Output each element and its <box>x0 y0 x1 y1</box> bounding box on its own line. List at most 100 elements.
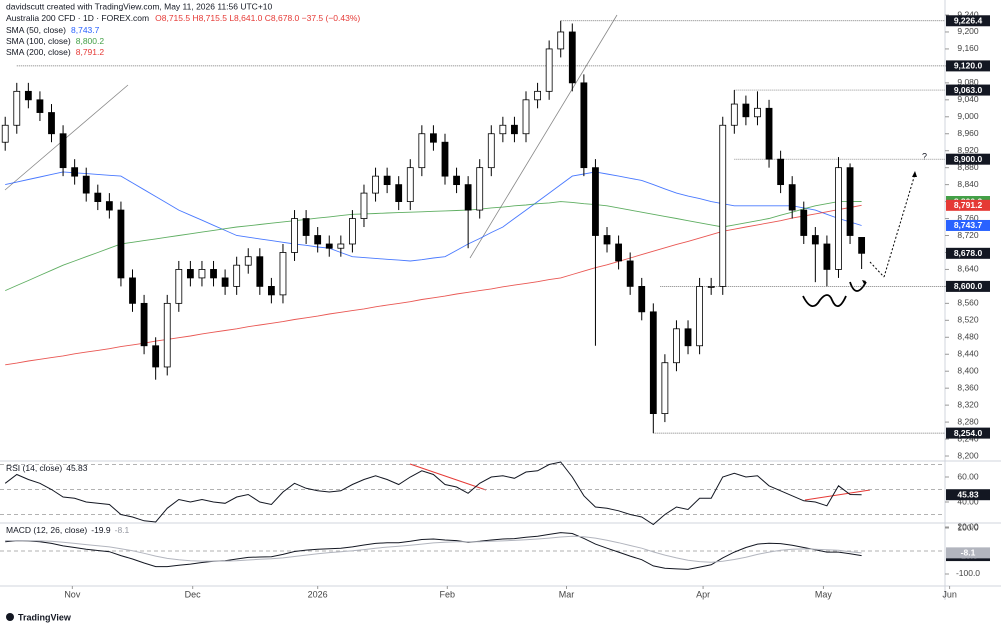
x-tick-label: Apr <box>696 589 710 599</box>
candle-body <box>163 302 171 368</box>
y-tick-label: 8,560 <box>957 298 979 308</box>
candle-body <box>1 124 9 143</box>
candle-body <box>499 124 507 135</box>
indicator-line <box>4 461 862 526</box>
projection <box>869 261 885 278</box>
price-tag <box>946 84 990 96</box>
candle-body <box>441 141 449 177</box>
y-tick-label: 8,760 <box>957 213 979 223</box>
candle-body <box>649 311 657 415</box>
annotation: ? <box>922 151 927 161</box>
candle-body <box>129 277 136 304</box>
y-tick-label: 40.00 <box>957 496 979 506</box>
candle-body <box>615 243 622 262</box>
legend-value: 8,743.7 <box>71 25 100 35</box>
brand: TradingView <box>18 612 72 622</box>
candle-body <box>152 345 160 368</box>
candle-body <box>71 167 79 177</box>
price-tag-label: 45.83 <box>957 489 979 499</box>
candle-body <box>198 269 206 279</box>
candle-body <box>800 209 808 236</box>
price-tag <box>946 247 990 259</box>
candle-body <box>777 158 785 186</box>
candle-body <box>568 31 576 84</box>
candle-body <box>534 90 541 101</box>
y-tick-label: 9,200 <box>957 26 979 36</box>
price-tag-label: 8,600.0 <box>954 281 983 291</box>
candle-body <box>233 264 241 287</box>
candle-body <box>684 328 692 347</box>
price-tag-label: 8,900.0 <box>954 154 983 164</box>
candle-body <box>48 112 55 135</box>
price-tag-label: 9,063.0 <box>954 85 983 95</box>
legend-entry: SMA (50, close) 8,743.7 <box>6 25 100 35</box>
trendline <box>469 14 618 259</box>
indicator-value: 45.83 <box>66 463 88 473</box>
candle-body <box>823 243 831 270</box>
price-tag <box>946 547 990 559</box>
sma-line <box>5 204 862 366</box>
candle-body <box>661 362 669 415</box>
candle-body <box>94 192 102 202</box>
legend-name: SMA (200, close) <box>6 47 71 57</box>
y-tick-label: 60.00 <box>957 471 979 481</box>
pattern-shape <box>802 294 847 307</box>
y-tick-label: 8,360 <box>957 382 979 392</box>
rsi-trendline <box>409 463 487 491</box>
price-tag-label: -8.1 <box>961 548 976 558</box>
candle-body <box>418 133 426 169</box>
trendline <box>4 84 129 191</box>
candle-body <box>256 256 264 287</box>
y-tick-label: 8,280 <box>957 416 979 426</box>
y-tick-label: 9,160 <box>957 43 979 53</box>
candle-body <box>13 90 21 126</box>
indicator-legend: RSI (14, close) 45.83 <box>6 463 88 473</box>
candle-body <box>291 218 298 253</box>
candle-body <box>395 184 403 202</box>
price-tag <box>946 427 990 439</box>
projection <box>883 173 916 278</box>
candle-body <box>314 235 322 245</box>
legend-value: 8,791.2 <box>76 47 105 57</box>
ohlc: O8,715.5 H8,715.5 L8,641.0 C8,678.0 −37.… <box>155 13 360 23</box>
price-tag <box>946 60 990 72</box>
candle-body <box>580 82 588 169</box>
indicator-value: -8.1 <box>115 525 130 535</box>
candle-body <box>811 235 819 245</box>
indicator-title: MACD (12, 26, close) <box>6 525 87 535</box>
candle-body <box>360 192 368 219</box>
candle-body <box>244 256 252 266</box>
candle-body <box>279 252 287 296</box>
price-tag <box>946 153 990 165</box>
price-tag-label: 8,743.7 <box>954 220 983 230</box>
sma-line <box>5 201 862 292</box>
candle-body <box>846 167 854 236</box>
y-tick-label: 8,880 <box>957 162 979 172</box>
author-line: davidscutt created with TradingView.com,… <box>6 1 273 11</box>
y-tick-label: 8,640 <box>957 264 979 274</box>
y-tick-label: 8,720 <box>957 230 979 240</box>
y-tick-label: 8,960 <box>957 128 979 138</box>
candle-body <box>372 175 379 194</box>
candle-body <box>476 167 484 211</box>
y-tick-label: 9,040 <box>957 94 979 104</box>
candle-body <box>337 243 345 249</box>
legend-value: 8,800.2 <box>76 36 105 46</box>
candle-body <box>430 133 437 143</box>
candle-body <box>626 260 634 287</box>
y-tick-label: 9,240 <box>957 9 979 19</box>
candle-body <box>719 124 727 287</box>
candle-body <box>835 167 842 270</box>
candle-body <box>383 175 391 186</box>
y-tick-label: 8,320 <box>957 399 979 409</box>
candle-body <box>765 107 773 160</box>
candle-body <box>754 107 761 118</box>
candle-body <box>325 243 333 249</box>
legend-name: SMA (50, close) <box>6 25 66 35</box>
candle-body <box>487 133 495 169</box>
y-tick-label: 8,480 <box>957 332 979 342</box>
candle-body <box>603 235 611 245</box>
candle-body <box>545 48 553 92</box>
x-tick-label: Mar <box>559 589 575 599</box>
